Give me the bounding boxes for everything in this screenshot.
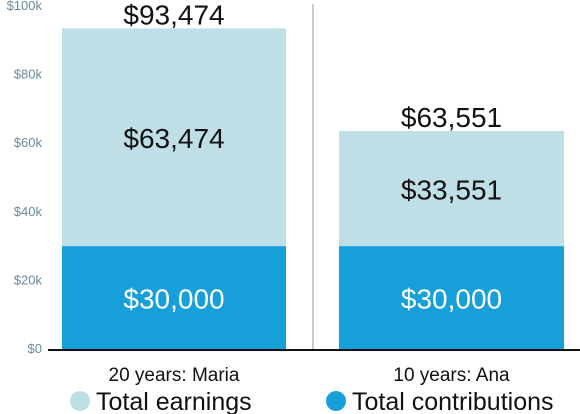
earnings-value-label: $33,551 bbox=[401, 175, 502, 206]
y-tick-label: $40k bbox=[14, 204, 43, 219]
bars: $30,000 $63,474 $93,474 $30,000 $33,551 $63,5… bbox=[62, 0, 564, 349]
total-value-label: $93,474 bbox=[123, 0, 224, 30]
contributions-value-label: $30,000 bbox=[123, 284, 224, 315]
total-value-label: $63,551 bbox=[401, 102, 502, 133]
legend-label: Total earnings bbox=[96, 388, 252, 414]
contributions-value-label: $30,000 bbox=[401, 284, 502, 315]
category-label: 20 years: Maria bbox=[109, 365, 240, 386]
y-tick-label: $80k bbox=[14, 67, 43, 82]
y-tick-label: $100k bbox=[7, 0, 43, 13]
bar-total-earnings bbox=[339, 131, 564, 247]
y-tick-label: $20k bbox=[14, 272, 43, 287]
earnings-value-label: $63,474 bbox=[123, 123, 224, 154]
bar-total-contributions bbox=[62, 246, 286, 349]
y-tick-label: $0 bbox=[28, 341, 42, 356]
bar-total-earnings bbox=[62, 28, 286, 247]
legend-swatch bbox=[326, 391, 346, 411]
bar-total-contributions bbox=[339, 246, 564, 349]
y-axis: $0 $20k $40k $60k $80k $100k bbox=[7, 0, 43, 356]
legend-label: Total contributions bbox=[352, 388, 554, 414]
legend-swatch bbox=[70, 391, 90, 411]
category-label: 10 years: Ana bbox=[393, 365, 510, 386]
legend: Total earnings Total contributions bbox=[70, 388, 554, 414]
category-labels: 20 years: Maria 10 years: Ana bbox=[109, 365, 510, 386]
y-tick-label: $60k bbox=[14, 135, 43, 150]
